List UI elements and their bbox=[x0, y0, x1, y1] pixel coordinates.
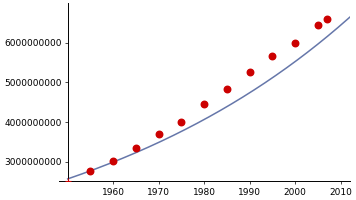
Point bbox=[179, 120, 184, 124]
Point bbox=[269, 54, 275, 57]
Point bbox=[315, 24, 321, 27]
Point bbox=[156, 132, 162, 135]
Point bbox=[247, 71, 252, 74]
Point bbox=[110, 159, 116, 162]
Point bbox=[324, 18, 330, 21]
Point bbox=[292, 41, 298, 45]
Point bbox=[201, 103, 207, 106]
Point bbox=[224, 88, 230, 91]
Point bbox=[133, 146, 139, 150]
Point bbox=[88, 169, 93, 172]
